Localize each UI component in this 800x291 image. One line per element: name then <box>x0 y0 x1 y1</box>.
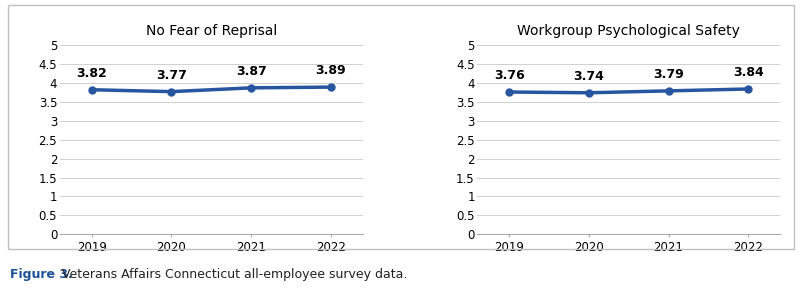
Text: Figure 3.: Figure 3. <box>10 269 72 281</box>
Text: 3.77: 3.77 <box>156 69 187 82</box>
Title: No Fear of Reprisal: No Fear of Reprisal <box>146 24 277 38</box>
Text: 3.76: 3.76 <box>494 69 525 82</box>
Text: 3.79: 3.79 <box>653 68 684 81</box>
Text: 3.82: 3.82 <box>77 67 107 80</box>
Text: Veterans Affairs Connecticut all-employee survey data.: Veterans Affairs Connecticut all-employe… <box>58 269 407 281</box>
Text: 3.89: 3.89 <box>315 64 346 77</box>
Text: 3.84: 3.84 <box>733 66 763 79</box>
Text: 3.87: 3.87 <box>236 65 266 78</box>
Title: Workgroup Psychological Safety: Workgroup Psychological Safety <box>518 24 740 38</box>
Text: 3.74: 3.74 <box>574 70 604 83</box>
